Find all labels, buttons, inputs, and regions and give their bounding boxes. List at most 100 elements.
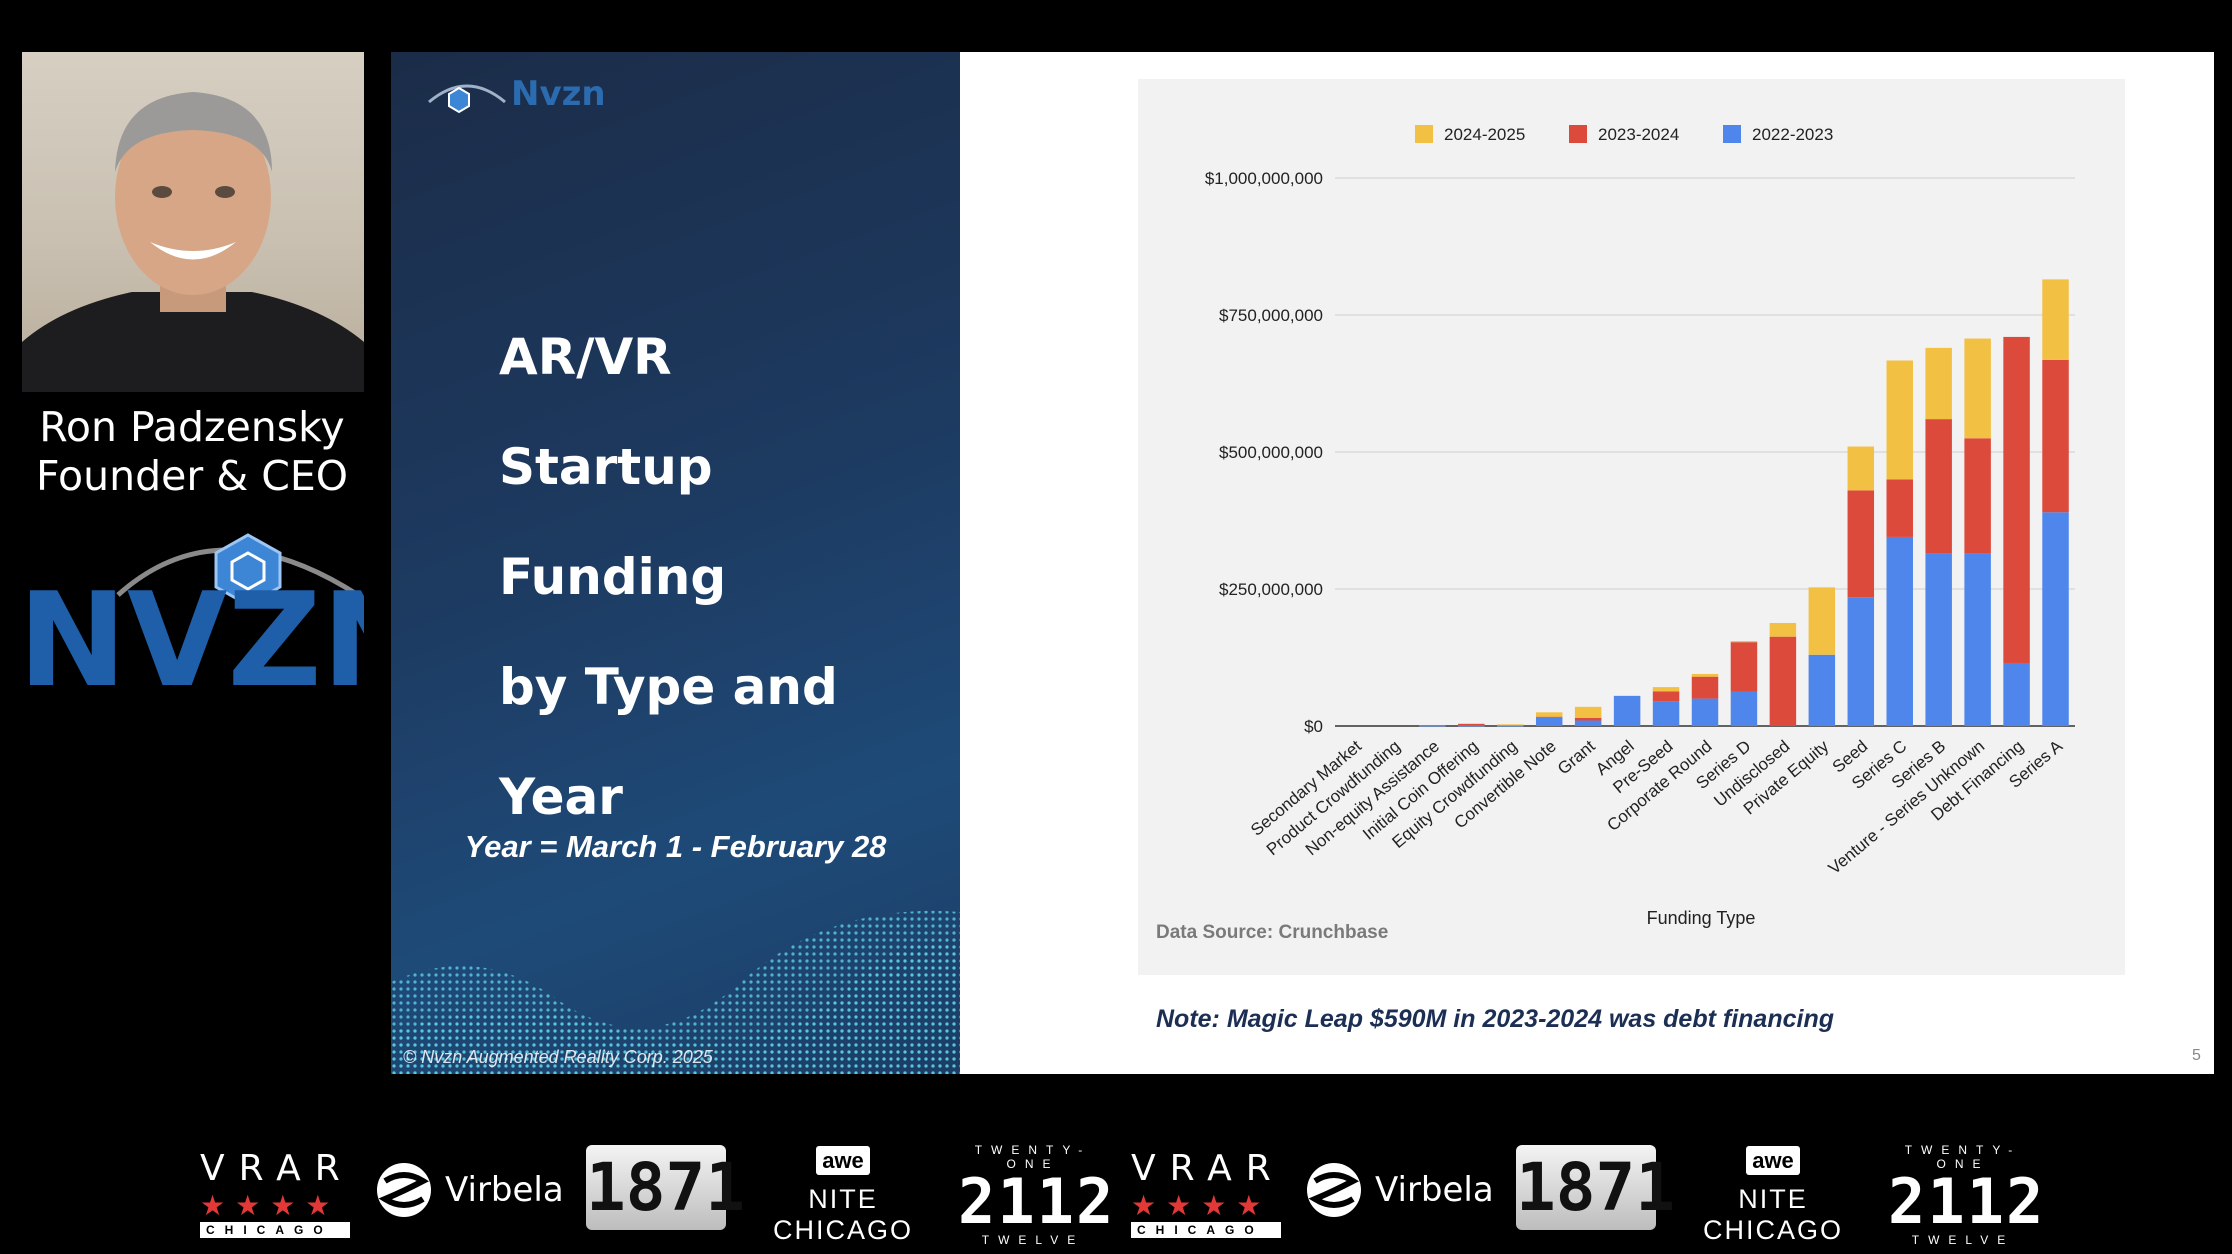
legend-swatch [1569,125,1587,143]
bar-segment [2042,359,2069,513]
awe-nite-chicago-logo-2: awe NITE CHICAGO [1682,1146,1864,1246]
bar-segment [1769,622,1797,637]
bar-segment [2042,512,2069,726]
t2112-main: 2112 [958,1165,1116,1238]
bar-segment [1652,691,1680,702]
bar-segment [1847,597,1875,726]
virbela-text: Virbela [1375,1170,1494,1210]
vrar-chicago-logo-2: VRAR ★★★★ CHICAGO [1131,1148,1281,1238]
y-tick-label: $1,000,000,000 [1205,169,1323,188]
bar-segment [1730,642,1758,692]
logo-1871: 1871 [586,1145,745,1230]
funding-chart: 2024-2025 2023-2024 2022-2023 $0 $250,000,0… [1205,125,2075,928]
nvzn-small-logo-icon [428,84,506,114]
bar-segment [1925,347,1952,420]
bar-segment [1652,701,1680,726]
bar-segment [1458,723,1485,726]
data-source-label: Data Source: Crunchbase [1156,922,1389,943]
bar-segment [1691,698,1719,726]
bar-segment [1925,553,1952,726]
t2112-top: TWENTY-ONE [1904,1143,2022,1171]
bar-segment [1886,479,1913,537]
bar-segment [1613,695,1641,726]
bar-segment [1497,725,1524,727]
awe-subtitle: NITE CHICAGO [1702,1184,1843,1245]
title-line-2: Startup [499,438,713,496]
twenty-one-twelve-logo-2: TWENTY-ONE 2112 TWELVE [1888,1143,2046,1247]
bar-segment [1769,636,1797,726]
bar-segment [2003,662,2030,726]
bar-segment [1964,438,1991,554]
legend-swatch [1415,125,1433,143]
vrar-chicago-logo: VRAR ★★★★ CHICAGO [200,1148,350,1238]
awe-subtitle: NITE CHICAGO [772,1184,913,1245]
bar-segment [1419,725,1446,727]
bar-segment [1652,687,1680,692]
vrar-stars: ★★★★ [1131,1190,1272,1221]
speaker-title: Founder & CEO [35,452,349,500]
t2112-top: TWENTY-ONE [974,1143,1092,1171]
bar-segment [1691,673,1719,677]
y-tick-label: $500,000,000 [1219,443,1323,462]
page-number: 5 [2192,1047,2201,1064]
y-tick-label: $750,000,000 [1219,306,1323,325]
footnote: Note: Magic Leap $590M in 2023-2024 was … [1156,1005,1834,1033]
t2112-main: 2112 [1888,1165,2046,1238]
logo-1871-2: 1871 [1516,1145,1675,1230]
bar-segment [1886,360,1913,480]
legend-label: 2024-2025 [1444,125,1525,144]
virbela-icon [377,1163,431,1217]
vrar-stars: ★★★★ [200,1190,341,1221]
awe-nite-chicago-logo: awe NITE CHICAGO [752,1146,934,1246]
t2112-bottom: TWELVE [981,1233,1085,1247]
bar-segment [1808,654,1836,726]
year-definition-note: Year = March 1 - February 28 [464,829,887,864]
bar-segment [1847,490,1875,598]
speaker-silhouette [22,92,364,392]
y-tick-label: $0 [1304,717,1323,736]
awe-badge: awe [1746,1146,1800,1175]
vrar-title: VRAR [1131,1148,1285,1189]
legend-swatch [1723,125,1741,143]
legend-label: 2022-2023 [1752,125,1833,144]
bar-segment [2003,336,2030,663]
virbela-logo: Virbela [375,1160,564,1220]
vrar-city: CHICAGO [200,1222,350,1238]
legend-label: 2023-2024 [1598,125,1679,144]
awe-badge: awe [816,1146,870,1175]
bar-segment [1497,724,1524,726]
bar-segment [1847,446,1875,491]
title-line-5: Year [499,768,623,826]
virbela-text: Virbela [445,1170,564,1210]
bar-segment [1808,587,1836,655]
x-axis-title: Funding Type [1647,908,1756,928]
particle-wave-decoration [391,910,960,1074]
bar-segment [1730,691,1758,726]
bar-segment [1691,676,1719,699]
twenty-one-twelve-logo: TWENTY-ONE 2112 TWELVE [958,1143,1116,1247]
speaker-name: Ron Padzensky [39,403,345,451]
t2112-bottom: TWELVE [1911,1233,2015,1247]
bar-segment [1458,725,1485,727]
bar-segment [1886,536,1913,726]
nvzn-small-logo-text: Nvzn [511,74,606,114]
slide-chart-panel: 2024-2025 2023-2024 2022-2023 $0 $250,000,0… [960,52,2214,1074]
title-line-4: by Type and [499,658,838,716]
bar-segment [1574,706,1602,718]
y-tick-label: $250,000,000 [1219,580,1323,599]
bar-segment [1535,712,1563,717]
vrar-title: VRAR [200,1148,354,1189]
bar-segment [1535,716,1563,718]
bar-segment [1535,717,1563,726]
bar-segment [1574,717,1602,721]
x-tick-label: Grant [1554,736,1599,778]
bar-segment [1574,720,1602,726]
speaker-photo [22,52,364,392]
bar-segment [1964,553,1991,726]
bar-segment [1964,338,1991,439]
chart-container: 2024-2025 2023-2024 2022-2023 $0 $250,000,0… [1138,79,2125,975]
copyright-text: © Nvzn Augmented Reality Corp. 2025 [403,1047,713,1067]
